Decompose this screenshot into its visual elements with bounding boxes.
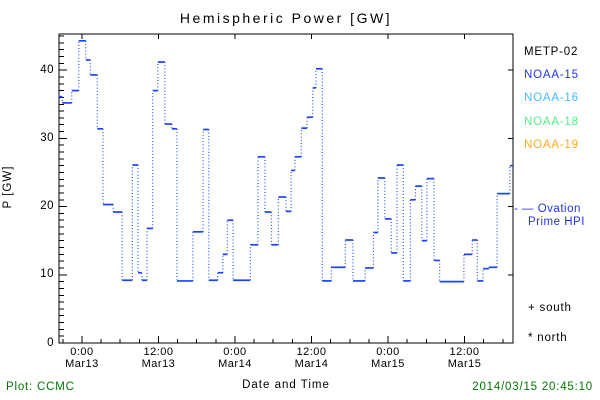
legend-marker-south: + south: [528, 302, 572, 314]
north-label: north: [537, 332, 568, 344]
x-tick-label: 12:00 Mar15: [433, 346, 497, 370]
ovation-label: Ovation: [537, 203, 581, 215]
ovation-label-line2: Prime HPI: [528, 216, 585, 228]
x-tick-label: 12:00 Mar14: [280, 346, 344, 370]
legend-marker-north: * north: [528, 332, 568, 344]
x-tick-date: Mar13: [141, 357, 176, 370]
legend-item-metp-02: METP-02: [524, 46, 579, 58]
legend-ovation: - — Ovation Prime HPI: [514, 203, 585, 229]
ovation-line-sample: - —: [514, 203, 535, 215]
x-tick-date: Mar15: [371, 357, 405, 370]
legend-item-noaa-16: NOAA-16: [524, 92, 579, 105]
y-axis-label: P [GW]: [2, 165, 14, 209]
chart-title: Hemispheric Power [GW]: [179, 10, 393, 26]
x-tick-time: 0:00: [376, 346, 400, 358]
x-tick-label: 0:00 Mar14: [203, 346, 267, 370]
x-tick-time: 12:00: [449, 346, 480, 358]
y-tick-label: 30: [40, 131, 54, 144]
x-axis-label: Date and Time: [242, 379, 330, 391]
x-tick-label: 0:00 Mar13: [50, 346, 114, 370]
ovation-line-1: - — Ovation: [514, 203, 585, 216]
x-tick-date: Mar14: [218, 357, 252, 370]
x-tick-date: Mar15: [447, 357, 482, 370]
x-tick-date: Mar13: [65, 357, 99, 370]
south-label: south: [539, 302, 572, 314]
y-tick-label: 20: [40, 200, 54, 213]
x-tick-time: 0:00: [70, 346, 94, 358]
asterisk-marker-icon: *: [528, 332, 534, 344]
y-tick-label: 0: [47, 336, 54, 349]
timestamp: 2014/03/15 20:45:10: [472, 381, 593, 393]
x-tick-label: 12:00 Mar13: [126, 346, 190, 370]
legend-item-noaa-15: NOAA-15: [524, 69, 579, 82]
x-tick-time: 12:00: [143, 346, 174, 358]
x-tick-time: 12:00: [296, 346, 327, 358]
plot-credit: Plot: CCMC: [6, 381, 75, 393]
x-tick-date: Mar14: [294, 357, 329, 370]
y-tick-label: 40: [40, 63, 54, 76]
y-tick-label: 10: [40, 268, 54, 281]
legend-item-noaa-18: NOAA-18: [524, 115, 579, 128]
legend-item-noaa-19: NOAA-19: [524, 138, 579, 151]
x-tick-time: 0:00: [223, 346, 247, 358]
x-tick-label: 0:00 Mar15: [356, 346, 420, 370]
plot-frame: [58, 33, 514, 344]
plus-marker-icon: +: [528, 302, 536, 314]
